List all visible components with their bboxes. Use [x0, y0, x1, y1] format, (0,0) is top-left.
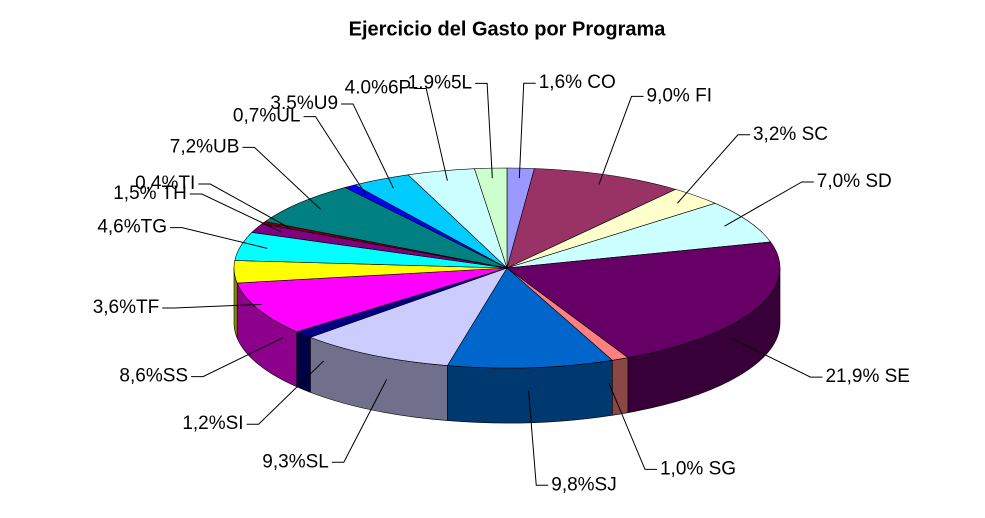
data-label: 9,8%SJ	[551, 474, 616, 495]
leader-line	[414, 88, 448, 181]
slice-side	[447, 359, 613, 424]
data-label: 1,0% SG	[660, 458, 736, 479]
data-label: 3,6%TF	[93, 297, 160, 318]
data-label: 4.0%6P	[345, 78, 412, 99]
leader-line	[189, 193, 283, 233]
leader-line	[730, 337, 823, 378]
data-label: 1,2%SI	[182, 413, 243, 434]
slice	[264, 187, 508, 269]
slice	[236, 267, 508, 333]
leader-line	[341, 103, 394, 189]
leader-line	[246, 360, 325, 425]
data-label: 9,3%SL	[262, 451, 329, 472]
data-label: 7,0% SD	[817, 171, 892, 192]
leader-line	[170, 227, 268, 249]
data-label: 21,9% SE	[825, 366, 910, 387]
slice-side	[611, 357, 629, 416]
leader-line	[528, 390, 549, 486]
leader-line	[677, 134, 750, 204]
data-label: 1,5% TH	[113, 183, 187, 204]
slice	[506, 241, 781, 358]
data-label: 9,0% FI	[647, 85, 712, 106]
leader-line	[331, 379, 388, 463]
data-label: 0,7%UL	[233, 106, 301, 127]
leader-line	[608, 382, 657, 470]
leader-line	[303, 116, 367, 195]
slice	[506, 202, 772, 269]
data-label: 3.5%U9	[270, 93, 338, 114]
slice	[474, 167, 508, 269]
leader-line	[162, 303, 262, 309]
data-label: 3,2% SC	[753, 124, 828, 145]
data-label: 1,6% CO	[539, 72, 616, 93]
slice	[506, 168, 677, 269]
data-label: 0,4%TI	[135, 173, 195, 194]
data-label: 7,2%UB	[170, 136, 240, 157]
leader-line	[598, 95, 644, 185]
data-label: 1.9%5L	[408, 72, 472, 93]
leader-line	[518, 82, 536, 179]
slice-side	[296, 331, 311, 393]
data-label: 8,6%SS	[119, 366, 188, 387]
data-label: 4,6%TG	[97, 217, 167, 238]
leader-line	[191, 337, 283, 378]
leader-line	[475, 82, 493, 179]
chart-title: Ejercicio del Gasto por Programa	[349, 18, 667, 40]
leader-line	[198, 183, 289, 228]
leader-line	[242, 146, 322, 210]
slice	[309, 267, 508, 366]
slice	[446, 267, 613, 369]
leader-line	[724, 181, 814, 227]
